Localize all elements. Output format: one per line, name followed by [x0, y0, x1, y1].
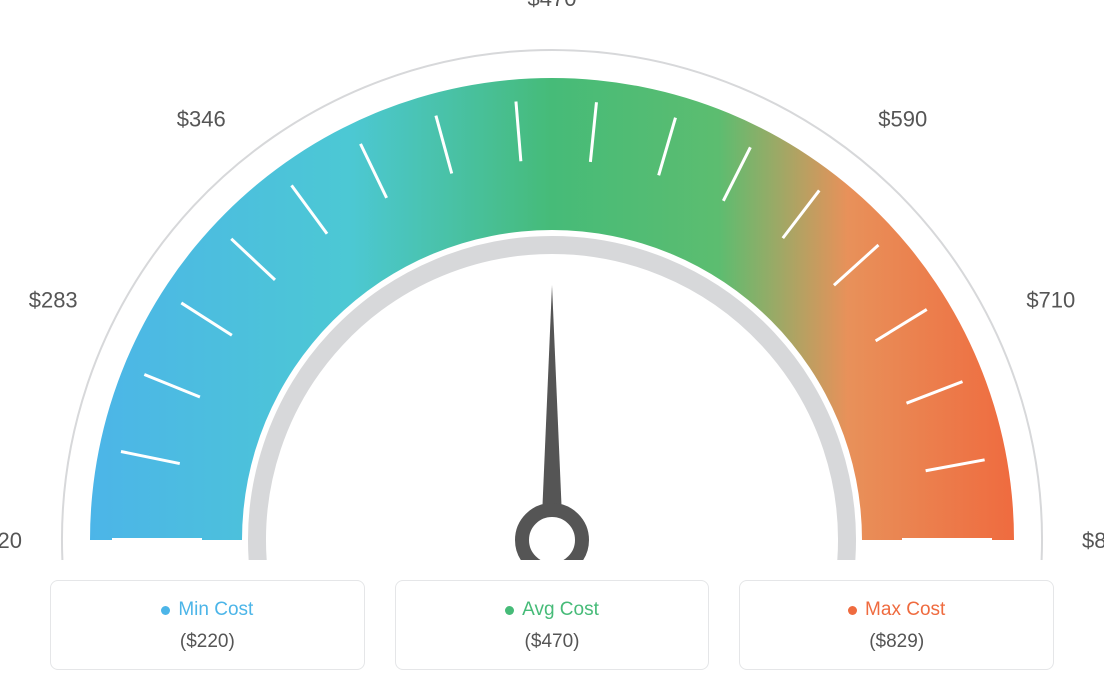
- gauge-tick-label: $829: [1082, 528, 1104, 553]
- dot-icon: [848, 606, 857, 615]
- gauge-tick-label: $346: [177, 106, 226, 131]
- legend-label-text: Avg Cost: [522, 599, 599, 621]
- legend-label-text: Min Cost: [178, 599, 253, 621]
- gauge-svg: $220 $283 $346 $470 $590 $710 $829: [0, 0, 1104, 560]
- legend-box-max: Max Cost ($829): [739, 580, 1054, 670]
- gauge-tick-label: $590: [878, 106, 927, 131]
- gauge-tick-label: $710: [1026, 288, 1075, 313]
- gauge-area: $220 $283 $346 $470 $590 $710 $829: [0, 0, 1104, 560]
- gauge-tick-label: $283: [29, 288, 78, 313]
- legend-label-avg: Avg Cost: [505, 599, 599, 621]
- legend-label-text: Max Cost: [865, 599, 945, 621]
- gauge-needle: [541, 285, 563, 540]
- gauge-tick-label: $470: [528, 0, 577, 11]
- gauge-tick-label: $220: [0, 528, 22, 553]
- dot-icon: [505, 606, 514, 615]
- legend-label-max: Max Cost: [848, 599, 945, 621]
- legend-value-max: ($829): [750, 631, 1043, 653]
- legend-label-min: Min Cost: [161, 599, 253, 621]
- legend-row: Min Cost ($220) Avg Cost ($470) Max Cost…: [50, 580, 1054, 670]
- chart-container: $220 $283 $346 $470 $590 $710 $829 Min Cost ($…: [0, 0, 1104, 690]
- legend-box-avg: Avg Cost ($470): [395, 580, 710, 670]
- gauge-needle-hub: [522, 510, 582, 560]
- legend-box-min: Min Cost ($220): [50, 580, 365, 670]
- legend-value-avg: ($470): [406, 631, 699, 653]
- legend-value-min: ($220): [61, 631, 354, 653]
- dot-icon: [161, 606, 170, 615]
